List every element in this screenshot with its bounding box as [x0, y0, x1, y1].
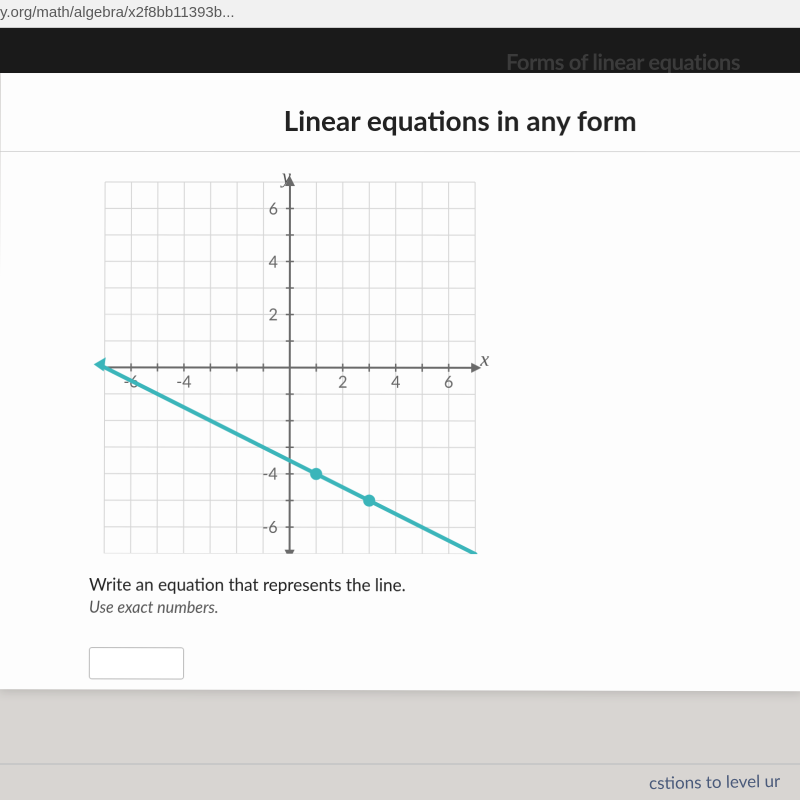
y-axis-label: y	[282, 166, 291, 189]
header-ghost-text: Forms of linear equations	[506, 48, 740, 73]
question-content: y x 246-6-4246-4-6 Write an equation tha…	[0, 152, 800, 691]
url-text: y.org/math/algebra/x2f8bb11393b...	[0, 4, 235, 21]
question-subprompt: Use exact numbers.	[89, 598, 762, 619]
graph-svg: 246-6-4246-4-6	[89, 172, 490, 554]
graph-container: y x 246-6-4246-4-6	[89, 172, 490, 554]
answer-input[interactable]	[89, 647, 184, 680]
x-axis-label: x	[480, 349, 489, 372]
svg-text:4: 4	[391, 373, 400, 392]
svg-text:2: 2	[269, 305, 278, 324]
url-bar: y.org/math/algebra/x2f8bb11393b...	[0, 0, 800, 28]
svg-text:-4: -4	[262, 465, 277, 484]
bottom-divider	[0, 763, 800, 765]
page-title: Linear equations in any form	[120, 73, 800, 151]
content-page: Linear equations in any form y x 2 4 6 -6 -4…	[0, 73, 800, 691]
svg-text:6: 6	[269, 199, 278, 218]
question-prompt: Write an equation that represents the li…	[89, 573, 762, 596]
svg-text:-4: -4	[176, 372, 191, 391]
bottom-hint-text: cstions to level ur	[649, 770, 781, 793]
svg-text:-6: -6	[262, 518, 277, 537]
svg-text:4: 4	[269, 252, 278, 271]
site-header: Forms of linear equations	[0, 28, 800, 73]
svg-text:2: 2	[338, 373, 347, 392]
svg-text:6: 6	[444, 373, 453, 392]
